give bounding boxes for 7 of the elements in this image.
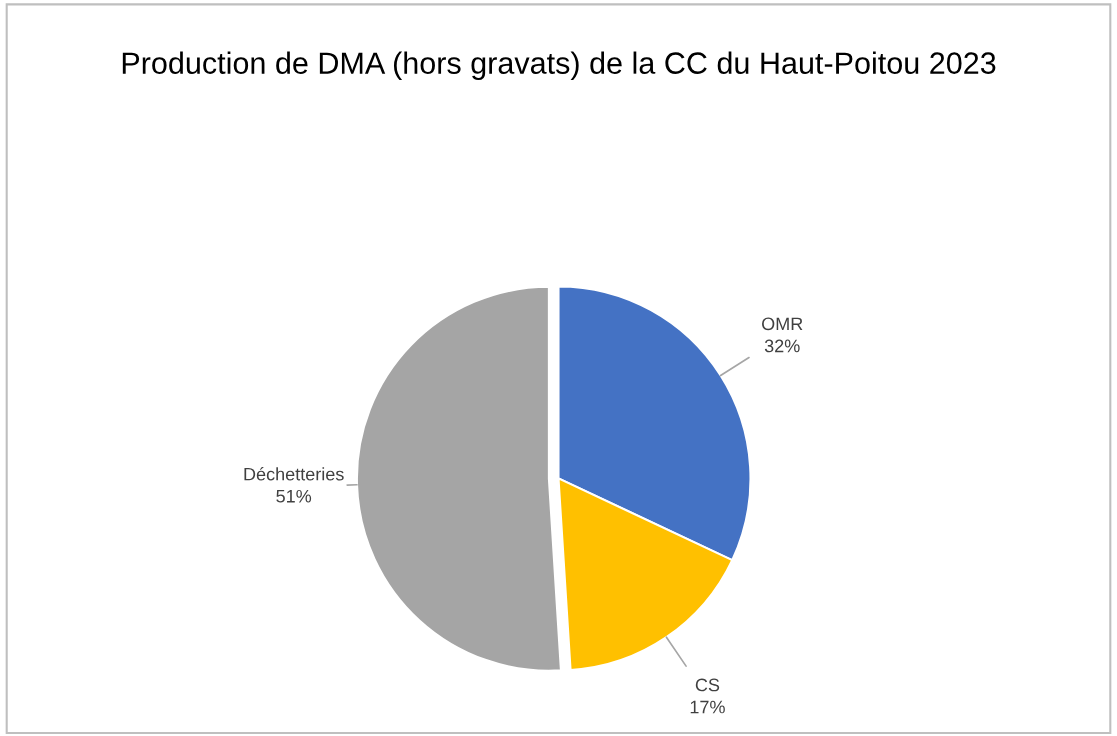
slice-label: OMR bbox=[762, 317, 803, 331]
slice-label: CS bbox=[695, 678, 720, 692]
chart-title: Production de DMA (hors gravats) de la CC du Haut-Poitou 2023 bbox=[122, 51, 996, 80]
data-label: 51% bbox=[276, 489, 312, 503]
data-label: 17% bbox=[690, 700, 725, 714]
slice-label: Déchetteries bbox=[244, 467, 344, 481]
data-label: 32% bbox=[764, 339, 800, 353]
